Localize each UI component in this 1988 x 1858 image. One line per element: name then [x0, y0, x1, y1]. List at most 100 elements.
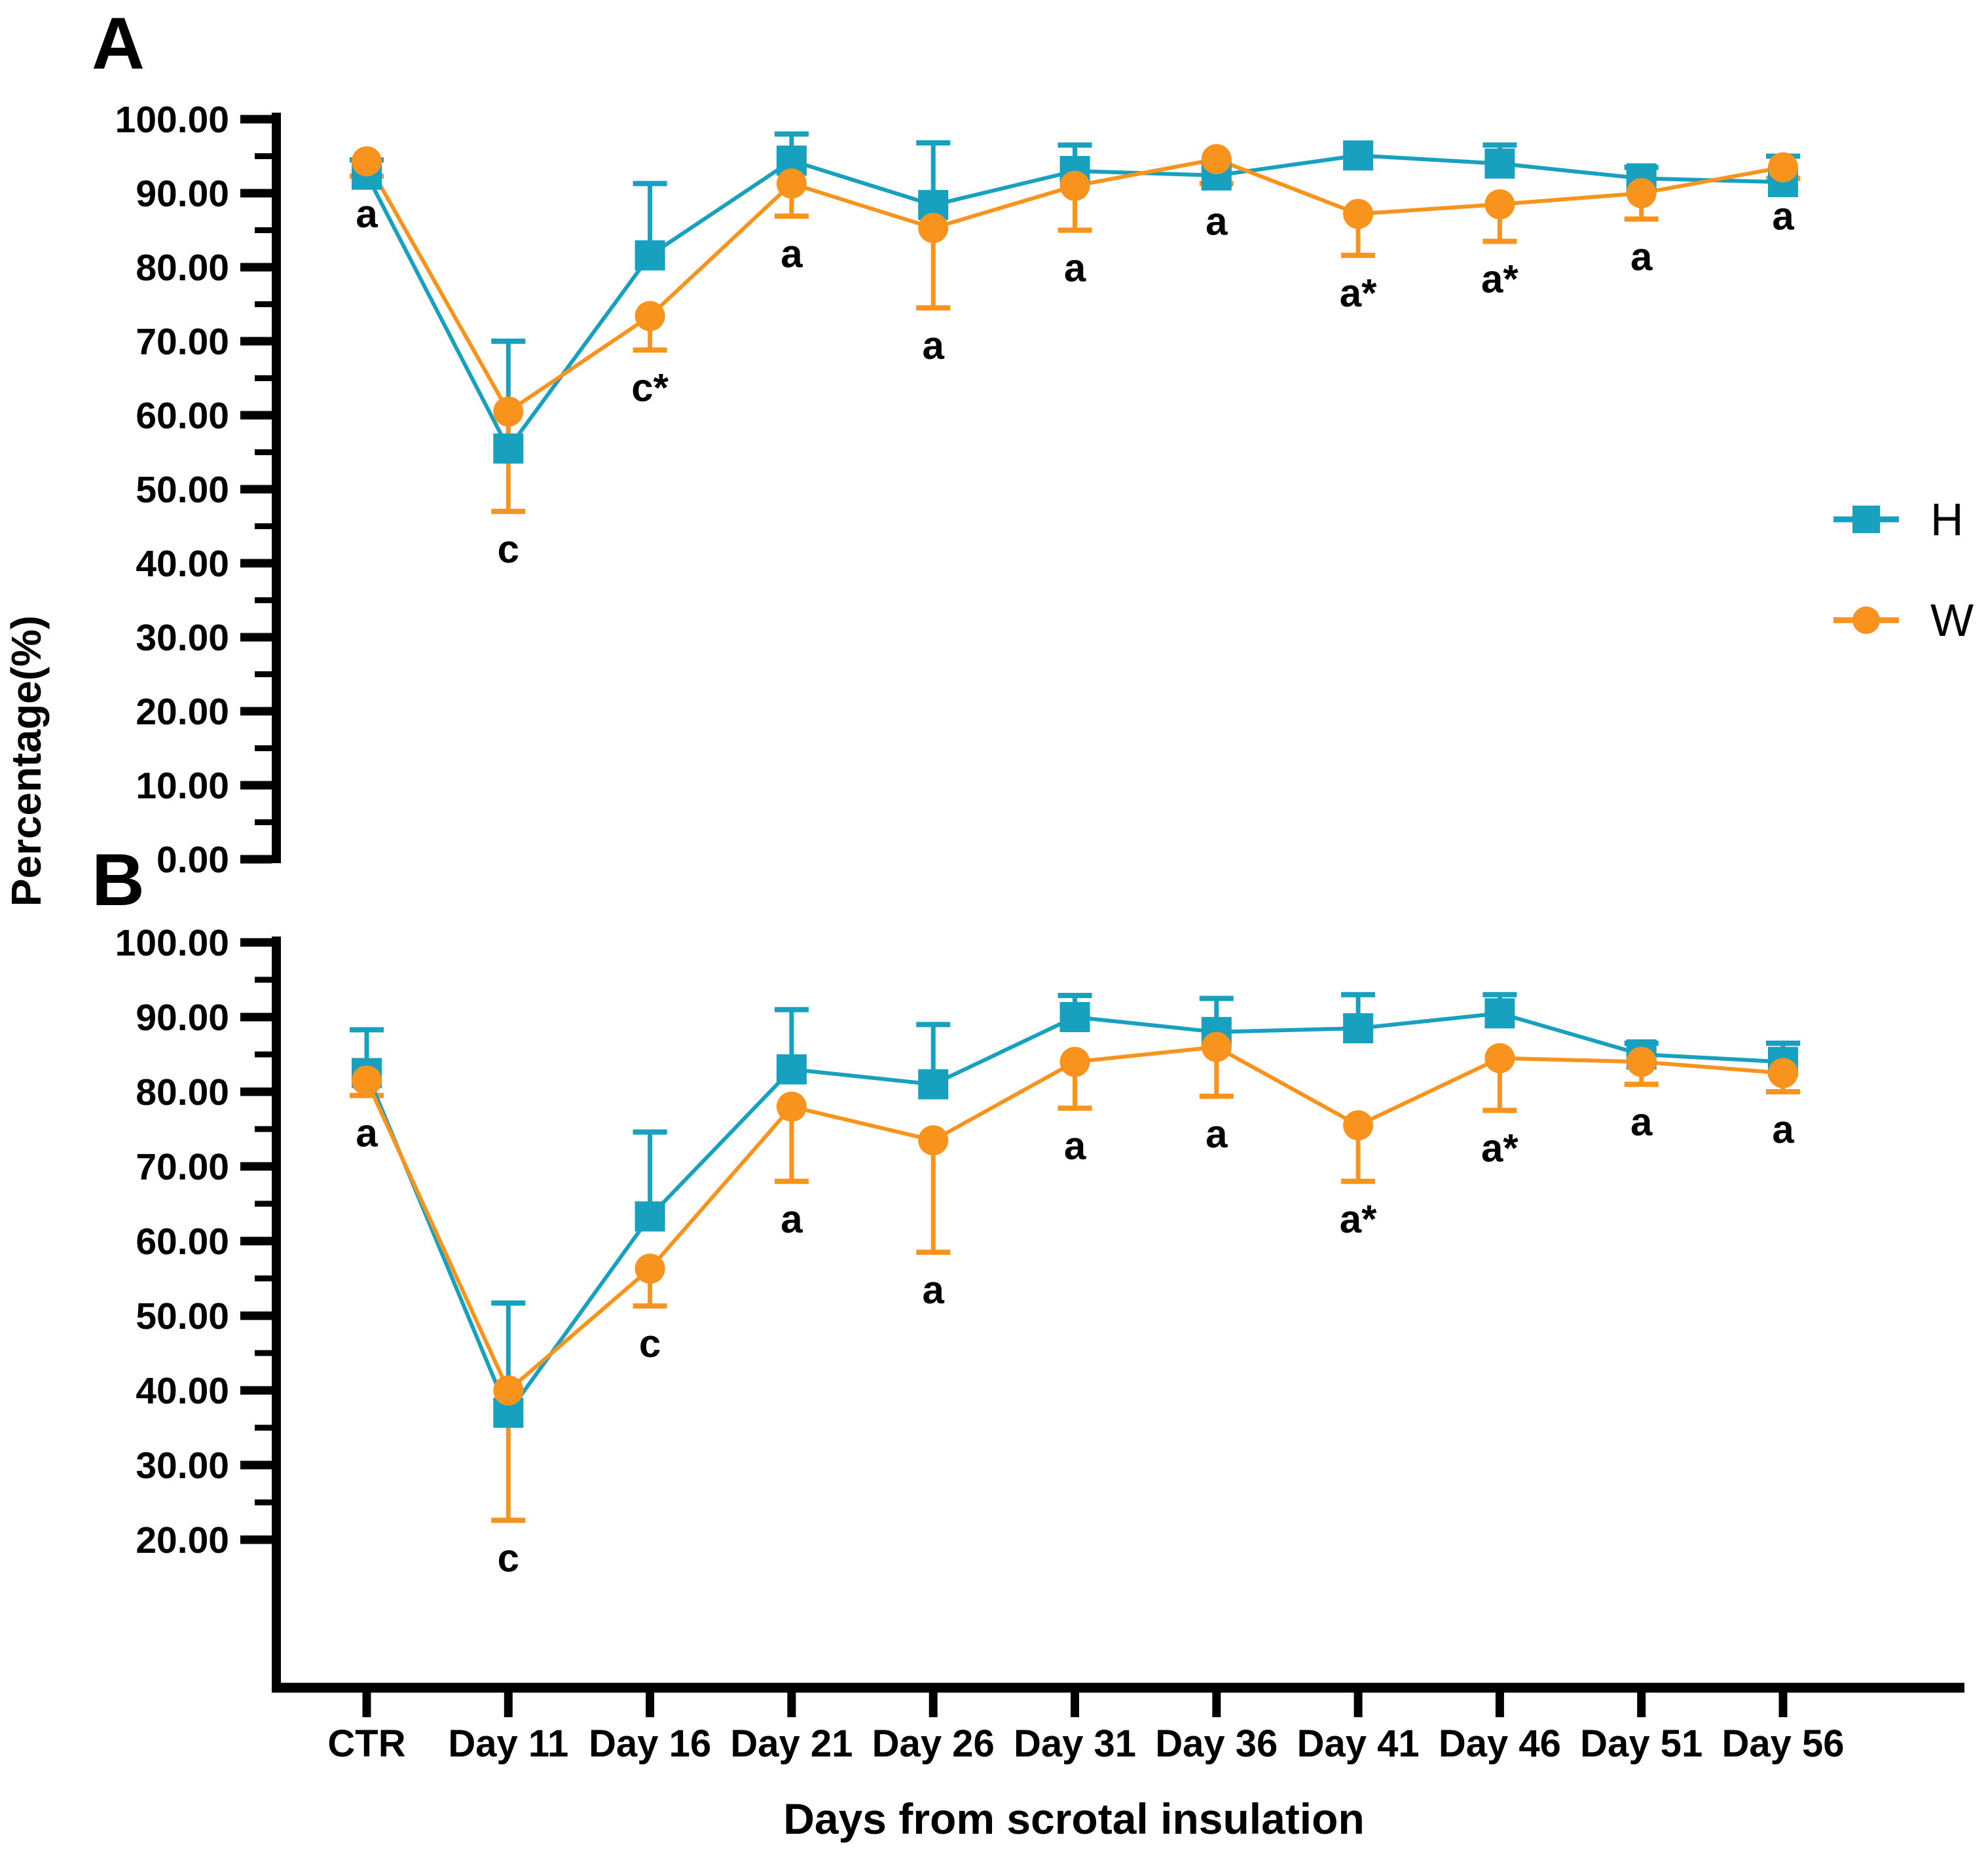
marker-W-Day 46 [1484, 189, 1515, 219]
marker-W-Day 11 [493, 1375, 524, 1405]
marker-W-Day 56 [1768, 152, 1798, 183]
y-tick-label: 20.00 [136, 1519, 229, 1561]
marker-W-Day 36 [1201, 1031, 1232, 1062]
x-axis: CTR Day 11 Day 16 Day 21 Day 26 Day 31 Day 36 D… [272, 1682, 1964, 1843]
y-tick-label: 20.00 [136, 691, 229, 733]
y-tick-label: 80.00 [136, 247, 229, 289]
legend-square-marker [1852, 506, 1880, 533]
marker-W-Day 16 [635, 301, 665, 331]
sig-label-a-star: a* [1481, 257, 1519, 301]
sig-label-a: a [781, 232, 803, 276]
marker-W-Day 41 [1343, 198, 1374, 229]
sig-label-a: a [1772, 1107, 1794, 1151]
legend-label: H [1930, 494, 1964, 545]
marker-H-Day 46 [1484, 998, 1515, 1029]
y-tick-label: 90.00 [136, 997, 229, 1039]
y-tick-label: 30.00 [136, 617, 229, 659]
panel-a-letter: A [92, 3, 145, 84]
sig-label-a: a [781, 1197, 803, 1241]
marker-W-Day 21 [776, 168, 807, 199]
marker-H-Day 41 [1343, 140, 1374, 171]
x-tick-label: CTR [327, 1722, 405, 1765]
legend-circle-marker [1852, 606, 1880, 634]
sig-label-a: a [1064, 246, 1086, 290]
legend: HW [1833, 494, 1974, 646]
y-tick-label: 60.00 [136, 395, 229, 437]
x-tick-label: Day 26 [872, 1722, 995, 1765]
marker-W-Day 41 [1343, 1110, 1374, 1141]
marker-H-Day 11 [493, 433, 524, 464]
panel-b-letter: B [92, 839, 145, 921]
y-tick-label: 40.00 [136, 1370, 229, 1412]
marker-W-Day 26 [918, 213, 949, 244]
y-tick-label: 50.00 [136, 469, 229, 511]
x-tick-label: Day 31 [1014, 1722, 1136, 1765]
legend-label: W [1930, 595, 1974, 646]
y-tick-label: 50.00 [136, 1295, 229, 1337]
sig-label-a: a [1206, 199, 1228, 243]
sig-label-c: c [498, 527, 519, 571]
y-tick-label: 100.00 [115, 99, 229, 141]
marker-W-Day 11 [493, 396, 524, 427]
marker-H-Day 16 [635, 1201, 665, 1232]
legend-item-H: H [1833, 494, 1964, 545]
x-tick-label: Day 56 [1721, 1722, 1844, 1765]
y-tick-label: 90.00 [136, 173, 229, 215]
y-tick-label: 30.00 [136, 1445, 229, 1487]
x-axis-title: Days from scrotal insulation [783, 1794, 1365, 1843]
marker-H-Day 21 [776, 1054, 807, 1085]
y-tick-label: 100.00 [115, 922, 229, 964]
x-tick-label: Day 16 [589, 1722, 711, 1765]
x-tick-label: Day 36 [1155, 1722, 1278, 1765]
marker-W-Day 36 [1201, 144, 1232, 175]
marker-W-Day 31 [1059, 1047, 1090, 1077]
y-axis-panel-B: 100.00 90.00 80.00 70.00 60.00 50.00 40.00 30.0… [115, 922, 281, 1688]
sig-label-a: a [1772, 194, 1794, 238]
sig-label-a: a [356, 192, 378, 236]
x-tick-label: Day 51 [1580, 1722, 1703, 1765]
marker-W-CTR [352, 1065, 382, 1096]
y-tick-label: 60.00 [136, 1221, 229, 1263]
sig-label-c: c [639, 1322, 661, 1366]
marker-W-Day 56 [1768, 1058, 1798, 1088]
y-tick-label: 70.00 [136, 1146, 229, 1188]
x-tick-label: Day 11 [448, 1722, 568, 1765]
sig-label-a: a [923, 1268, 945, 1312]
y-tick-label: 40.00 [136, 543, 229, 585]
marker-W-Day 16 [635, 1254, 665, 1284]
marker-H-Day 16 [635, 240, 665, 270]
marker-H-Day 41 [1343, 1013, 1374, 1044]
sig-label-a: a [356, 1111, 378, 1155]
sig-label-a-star: a* [1340, 1197, 1377, 1241]
marker-H-Day 46 [1484, 148, 1515, 179]
y-tick-label: 70.00 [136, 321, 229, 363]
sig-label-c-star: c* [631, 366, 669, 410]
marker-W-Day 51 [1626, 1047, 1657, 1077]
marker-W-Day 26 [918, 1125, 949, 1156]
marker-W-Day 31 [1059, 170, 1090, 201]
sig-label-a-star: a* [1481, 1126, 1519, 1170]
sig-label-a: a [1064, 1124, 1086, 1168]
legend-item-W: W [1833, 595, 1974, 646]
x-tick-label: Day 46 [1439, 1722, 1561, 1765]
x-tick-label: Day 21 [730, 1722, 853, 1765]
panel-A: a c c* a a a a a* a* a a [350, 131, 1800, 571]
sig-label-c: c [498, 1536, 519, 1580]
marker-W-Day 46 [1484, 1043, 1515, 1073]
marker-H-Day 31 [1059, 1002, 1090, 1032]
sig-label-a: a [1206, 1112, 1228, 1156]
marker-W-Day 21 [776, 1091, 807, 1122]
y-axis-panel-A: 100.00 90.00 80.00 70.00 60.00 50.00 40.00 30.0… [115, 99, 281, 881]
sig-label-a: a [1630, 1100, 1653, 1144]
marker-W-Day 51 [1626, 178, 1657, 208]
marker-H-Day 26 [918, 1069, 949, 1100]
sig-label-a: a [1630, 235, 1653, 279]
x-tick-label: Day 41 [1297, 1722, 1420, 1765]
sig-label-a-star: a* [1340, 271, 1377, 315]
y-axis-title: Percentage(%) [3, 616, 50, 907]
y-tick-label: 10.00 [136, 765, 229, 807]
panel-B: a c c a a a a a* a* a a [350, 992, 1800, 1580]
